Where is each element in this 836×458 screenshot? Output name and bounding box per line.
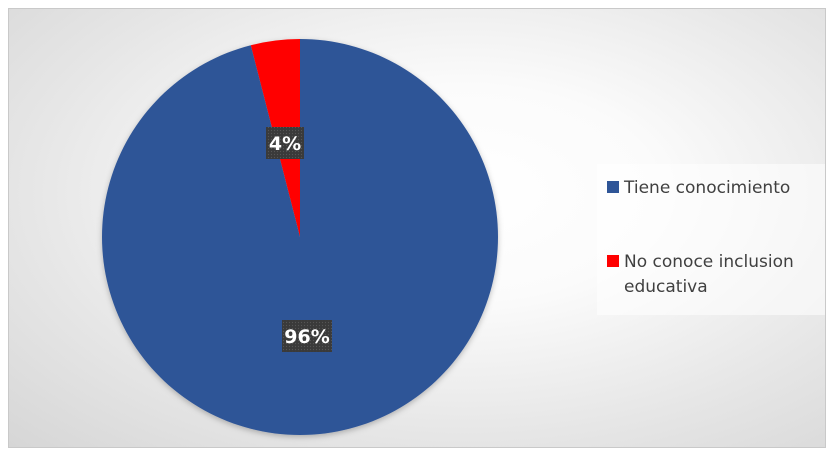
legend-swatch-no-conoce xyxy=(607,255,619,267)
legend-swatch-tiene-conocimiento xyxy=(607,181,619,193)
legend-label-tiene-conocimiento: Tiene conocimiento xyxy=(624,178,791,198)
pie-slice-tiene-conocimiento xyxy=(102,39,499,435)
data-label-no-conoce: 4% xyxy=(269,133,301,155)
data-label-tiene-conocimiento: 96% xyxy=(284,326,329,348)
legend-panel xyxy=(597,164,825,315)
legend-label-no-conoce: No conoce inclusion educativa xyxy=(624,252,794,297)
chart-area: 4% 96% Tiene conocimiento No conoce inclu… xyxy=(8,8,826,448)
legend-item-no-conoce: No conoce inclusion educativa xyxy=(607,250,824,300)
data-label-no-conoce-bg xyxy=(266,127,304,159)
data-label-tiene-conocimiento-bg xyxy=(282,320,332,352)
pie-chart: 4% 96% xyxy=(102,39,499,435)
legend-item-tiene-conocimiento: Tiene conocimiento xyxy=(607,176,824,201)
